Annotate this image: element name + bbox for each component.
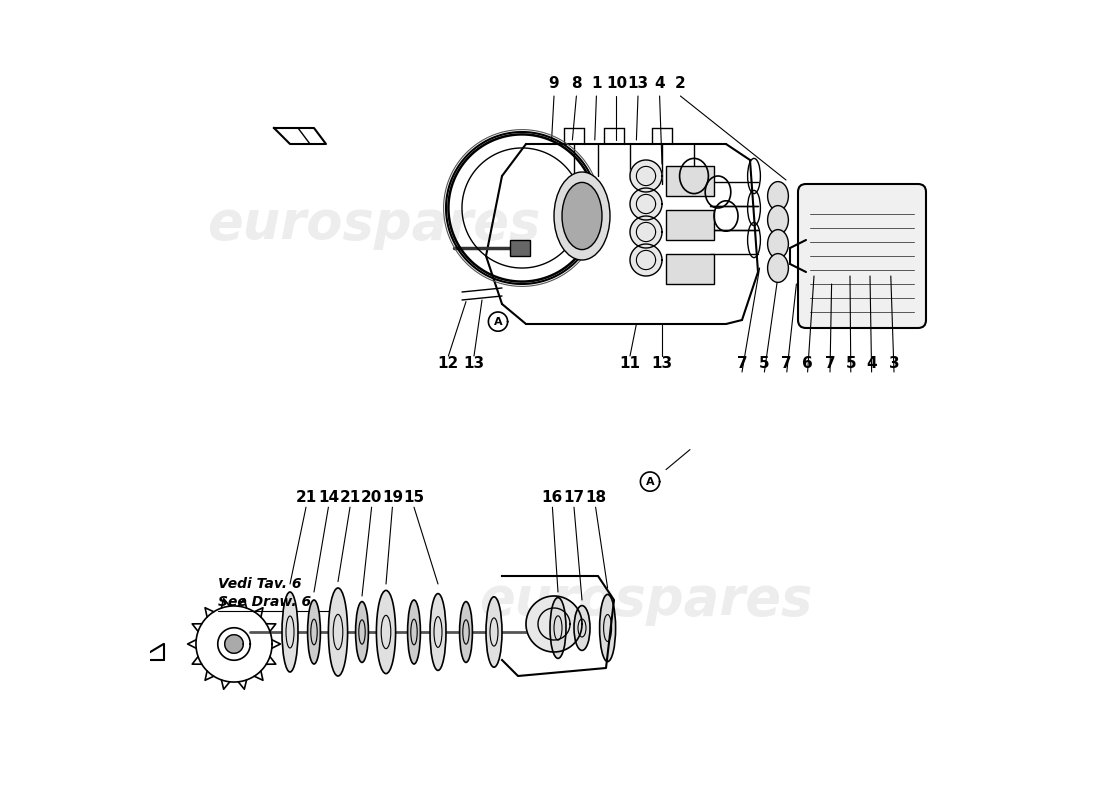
Ellipse shape bbox=[574, 606, 590, 650]
Text: 13: 13 bbox=[651, 357, 672, 371]
Ellipse shape bbox=[460, 602, 472, 662]
Text: 14: 14 bbox=[318, 490, 339, 505]
Ellipse shape bbox=[376, 590, 396, 674]
Text: 5: 5 bbox=[846, 357, 856, 371]
Text: 1: 1 bbox=[591, 77, 602, 91]
Text: 4: 4 bbox=[654, 77, 664, 91]
Polygon shape bbox=[526, 596, 582, 652]
Ellipse shape bbox=[329, 588, 348, 676]
Text: 3: 3 bbox=[889, 357, 900, 371]
Bar bbox=[666, 166, 714, 196]
Bar bbox=[510, 240, 530, 256]
Text: A: A bbox=[646, 477, 654, 486]
Ellipse shape bbox=[282, 592, 298, 672]
Text: 18: 18 bbox=[585, 490, 606, 505]
Text: 10: 10 bbox=[606, 77, 627, 91]
Ellipse shape bbox=[554, 172, 610, 260]
Text: eurospares: eurospares bbox=[207, 198, 541, 250]
Text: 13: 13 bbox=[463, 357, 485, 371]
Text: 7: 7 bbox=[737, 357, 747, 371]
Bar bbox=[666, 254, 714, 284]
Polygon shape bbox=[630, 216, 662, 248]
FancyBboxPatch shape bbox=[798, 184, 926, 328]
Polygon shape bbox=[630, 160, 662, 192]
Text: 19: 19 bbox=[382, 490, 403, 505]
Bar bbox=[666, 210, 714, 240]
Ellipse shape bbox=[768, 182, 789, 210]
Ellipse shape bbox=[308, 600, 320, 664]
Ellipse shape bbox=[768, 206, 789, 234]
Polygon shape bbox=[630, 188, 662, 220]
Text: 12: 12 bbox=[438, 357, 459, 371]
Text: 17: 17 bbox=[563, 490, 584, 505]
Ellipse shape bbox=[408, 600, 420, 664]
Ellipse shape bbox=[486, 597, 502, 667]
Text: 7: 7 bbox=[825, 357, 835, 371]
Text: 15: 15 bbox=[404, 490, 425, 505]
Text: 9: 9 bbox=[549, 77, 559, 91]
Text: See Draw. 6: See Draw. 6 bbox=[218, 594, 311, 609]
Ellipse shape bbox=[562, 182, 602, 250]
Text: 2: 2 bbox=[675, 77, 685, 91]
Text: Vedi Tav. 6: Vedi Tav. 6 bbox=[218, 577, 301, 591]
Text: 11: 11 bbox=[619, 357, 640, 371]
Ellipse shape bbox=[768, 254, 789, 282]
Text: eurospares: eurospares bbox=[480, 574, 813, 626]
Ellipse shape bbox=[600, 594, 616, 662]
Text: 6: 6 bbox=[802, 357, 813, 371]
Text: 16: 16 bbox=[542, 490, 563, 505]
Text: 8: 8 bbox=[571, 77, 582, 91]
Ellipse shape bbox=[355, 602, 368, 662]
Text: 13: 13 bbox=[627, 77, 649, 91]
Polygon shape bbox=[224, 634, 243, 654]
Ellipse shape bbox=[550, 598, 566, 658]
Ellipse shape bbox=[430, 594, 446, 670]
Text: 5: 5 bbox=[759, 357, 770, 371]
Text: 7: 7 bbox=[781, 357, 792, 371]
Polygon shape bbox=[630, 244, 662, 276]
Ellipse shape bbox=[768, 230, 789, 258]
Text: A: A bbox=[494, 317, 503, 326]
Text: 20: 20 bbox=[361, 490, 383, 505]
Text: 4: 4 bbox=[867, 357, 877, 371]
Text: 21: 21 bbox=[340, 490, 361, 505]
Text: 21: 21 bbox=[296, 490, 317, 505]
